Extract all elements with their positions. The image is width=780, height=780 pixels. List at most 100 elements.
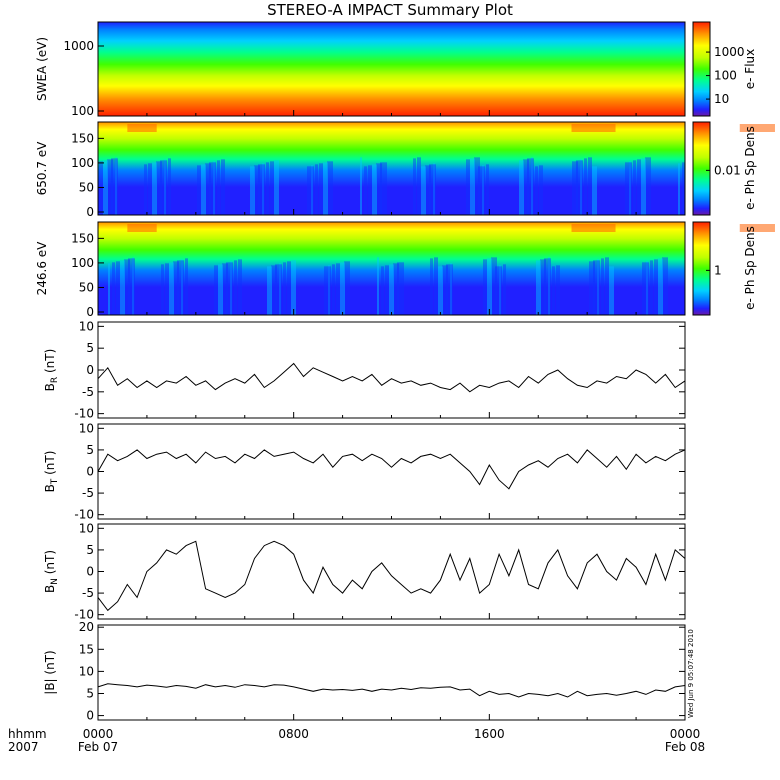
panel-frame [97,624,686,721]
heatmap-hotspot [739,224,775,232]
x-tick-label: 0000 [83,727,114,741]
heatmap-streak [376,163,382,215]
colorbar-tick-label: 100 [714,69,737,83]
heatmap-streak [552,266,555,315]
y-tick-label: 10 [79,521,94,535]
heatmap-hotspot [739,124,775,132]
heatmap-streak [226,262,233,315]
heatmap-streak [209,162,216,215]
heatmap-streak [221,159,225,215]
heatmap-streak [267,266,272,315]
heatmap-streak [503,264,506,315]
heatmap-streak [642,262,649,315]
heatmap-streak [641,158,646,215]
heatmap-streak [589,261,595,315]
heatmap-streak [360,157,362,215]
heatmap-streak [385,265,389,315]
heatmap-streak [540,259,546,315]
y-axis-label: 246.6 eV [35,241,49,296]
heatmap-streak [291,260,296,315]
heatmap-streak [474,157,480,215]
heatmap-streak [165,263,169,315]
heatmap-streak [429,164,436,215]
x-tick-date-label: Feb 07 [78,740,118,754]
heatmap-streak [161,264,164,315]
heatmap-streak [262,163,264,215]
heatmap-streak [270,161,274,215]
heatmap-streak [332,264,335,315]
colorbar-tick-label: 1000 [714,45,745,59]
heatmap-streak [258,164,265,215]
heatmap-streak [629,161,631,215]
y-tick-label: -5 [82,385,94,399]
heatmap-streak [466,159,470,215]
data-line [97,362,686,393]
heatmap-streak [645,157,651,215]
heatmap-streak [107,159,113,215]
heatmap-streak [201,164,206,215]
y-tick-label: -10 [74,608,94,622]
heatmap-streak [169,262,174,315]
heatmap-streak [128,258,135,315]
colorbar-tick-label: 0.01 [714,163,741,177]
y-axis-label: SWEA (eV) [35,37,49,101]
heatmap-hotspot [127,124,157,132]
heatmap-streak [438,266,443,315]
heatmap-streak [433,163,435,215]
y-axis-label: BN (nT) [43,550,60,593]
panel-frame [97,423,686,520]
heatmap-3 [98,222,685,315]
y-tick-label: 100 [71,104,94,118]
heatmap-streak [470,158,475,215]
heatmap-streak [584,158,587,215]
heatmap-streak [597,259,599,315]
heatmap-streak [164,159,166,215]
heatmap-streak [274,160,279,215]
y-tick-label: 5 [86,341,94,355]
y-tick-label: 100 [71,256,94,270]
heatmap-streak [580,159,582,215]
heatmap-streak [421,166,426,215]
y-axis-label: 650.7 eV [35,141,49,196]
heatmap-streak [181,259,183,315]
heatmap-streak [491,257,497,315]
heatmap-streak [124,259,130,315]
heatmap-streak [593,260,600,315]
heatmap-streak [185,258,188,315]
heatmap-streak [323,162,328,215]
heatmap-streak [592,166,597,215]
y-tick-label: 20 [79,620,94,634]
heatmap-streak [152,162,157,215]
heatmap-streak [588,157,592,215]
heatmap-streak [283,262,286,315]
y-tick-label: 10 [79,421,94,435]
heatmap-streak [609,266,614,315]
panel-frame [97,321,686,419]
heatmap-streak [576,160,583,215]
data-line [97,449,686,490]
colorbar-label: e- Ph Sp Dens [743,226,757,310]
heatmap-streak [482,165,484,215]
heatmap-streak [103,160,108,215]
heatmap-streak [148,163,152,215]
heatmap-streak [536,260,541,315]
heatmap-streak [368,165,372,215]
heatmap-streak [254,165,260,215]
heatmap-streak [173,261,179,315]
heatmap-streak [495,266,502,315]
y-tick-label: 50 [79,180,94,194]
data-line [97,540,686,612]
heatmap-streak [486,164,489,215]
y-tick-label: 0 [86,363,94,377]
heatmap-streak [548,257,550,315]
heatmap-streak [222,263,228,315]
heatmap-streak [266,162,269,215]
heatmap-streak [177,260,184,315]
heatmap-2 [98,122,685,215]
heatmap-streak [116,261,120,315]
heatmap-streak [214,265,218,315]
heatmap-streak [389,264,394,315]
heatmap-streak [156,161,162,215]
heatmap-streak [279,263,281,315]
y-tick-label: 1000 [63,39,94,53]
